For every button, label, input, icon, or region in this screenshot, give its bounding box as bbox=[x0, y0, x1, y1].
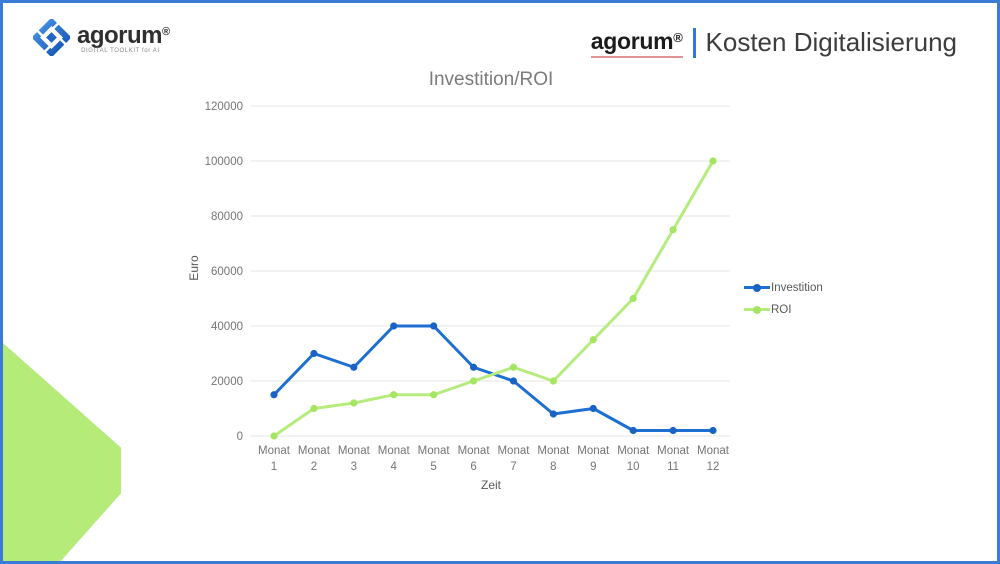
legend-item-roi: ROI bbox=[744, 302, 823, 317]
chart-legend: Investition ROI bbox=[744, 280, 823, 317]
legend-marker-icon bbox=[744, 305, 770, 314]
data-point-roi bbox=[430, 391, 438, 399]
header-separator-bar bbox=[692, 27, 696, 58]
data-point-roi bbox=[469, 377, 478, 385]
x-tick-label: Monat 8 bbox=[537, 445, 570, 473]
x-tick-label: Monat 10 bbox=[617, 445, 650, 473]
agorum-logo: agorum® DIGITAL TOOLKIT for AI bbox=[33, 19, 170, 56]
data-point-investition bbox=[469, 363, 478, 371]
data-point-investition bbox=[589, 404, 597, 413]
header-registered-mark: ® bbox=[673, 29, 683, 45]
logo-text: agorum® DIGITAL TOOLKIT for AI bbox=[77, 21, 170, 55]
x-tick-label: Monat 7 bbox=[497, 445, 530, 473]
series-line-investition bbox=[272, 324, 714, 432]
y-tick-label: 20000 bbox=[211, 376, 243, 388]
legend-dot-icon bbox=[753, 283, 761, 292]
data-point-investition bbox=[430, 322, 438, 330]
data-point-roi bbox=[589, 336, 597, 344]
logo-registered-mark: ® bbox=[162, 26, 170, 38]
x-tick-label: Monat 1 bbox=[258, 445, 291, 473]
x-tick-label: Monat 9 bbox=[577, 445, 610, 473]
x-tick-label: Monat 11 bbox=[657, 445, 690, 473]
data-point-roi bbox=[270, 432, 278, 440]
data-point-investition bbox=[549, 410, 557, 418]
x-tick-label: Monat 12 bbox=[697, 445, 730, 473]
x-tick-label: Monat 3 bbox=[338, 445, 371, 473]
legend-dot-icon bbox=[753, 305, 761, 314]
agorum-diamond-icon bbox=[33, 19, 70, 56]
y-tick-label: 0 bbox=[237, 431, 243, 443]
series-line-roi bbox=[273, 160, 715, 438]
x-axis-title: Zeit bbox=[480, 478, 501, 492]
data-point-roi bbox=[390, 391, 398, 399]
x-tick-label: Monat 6 bbox=[458, 445, 491, 473]
y-tick-label: 120000 bbox=[205, 101, 243, 113]
data-point-roi bbox=[709, 157, 717, 165]
data-point-roi bbox=[549, 377, 557, 385]
header-brand: agorum® bbox=[590, 28, 683, 58]
data-point-investition bbox=[390, 322, 398, 330]
logo-wordmark: agorum® bbox=[77, 22, 170, 49]
slide-header: agorum® Kosten Digitalisierung bbox=[590, 27, 957, 58]
data-point-investition bbox=[709, 426, 717, 435]
data-point-investition bbox=[350, 363, 358, 371]
data-point-investition bbox=[310, 349, 318, 358]
x-tick-label: Monat 2 bbox=[298, 445, 331, 473]
legend-marker-icon bbox=[744, 283, 770, 292]
x-tick-label: Monat 4 bbox=[378, 445, 411, 473]
y-tick-label: 80000 bbox=[211, 211, 243, 223]
data-point-investition bbox=[629, 426, 637, 435]
data-point-roi bbox=[629, 294, 637, 303]
legend-item-investition: Investition bbox=[744, 280, 823, 295]
data-point-roi bbox=[509, 363, 518, 371]
data-point-roi bbox=[350, 399, 358, 407]
y-tick-label: 40000 bbox=[211, 321, 243, 333]
data-point-investition bbox=[270, 391, 278, 399]
logo-tagline: DIGITAL TOOLKIT for AI bbox=[81, 48, 160, 54]
data-point-investition bbox=[509, 377, 518, 385]
y-tick-label: 100000 bbox=[205, 156, 243, 168]
page-title: Kosten Digitalisierung bbox=[705, 27, 957, 57]
data-point-investition bbox=[669, 426, 677, 435]
x-tick-label: Monat 5 bbox=[418, 445, 451, 473]
legend-label: Investition bbox=[771, 281, 823, 294]
data-point-roi bbox=[669, 226, 677, 234]
y-tick-label: 60000 bbox=[211, 266, 243, 278]
legend-label: ROI bbox=[771, 303, 792, 316]
data-point-roi bbox=[310, 404, 318, 413]
chart-title: Investition/ROI bbox=[428, 69, 554, 90]
